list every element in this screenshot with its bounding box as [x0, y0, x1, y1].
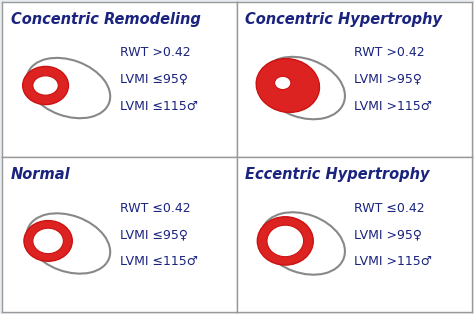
Text: LVMI ≤115♂: LVMI ≤115♂ — [119, 255, 198, 268]
Text: Concentric Remodeling: Concentric Remodeling — [10, 12, 201, 27]
Text: RWT >0.42: RWT >0.42 — [119, 46, 190, 59]
Text: LVMI ≤95♀: LVMI ≤95♀ — [119, 73, 188, 86]
Text: Concentric Hypertrophy: Concentric Hypertrophy — [245, 12, 442, 27]
Text: Normal: Normal — [10, 167, 70, 182]
Text: LVMI >115♂: LVMI >115♂ — [354, 255, 432, 268]
Text: RWT ≤0.42: RWT ≤0.42 — [354, 202, 425, 214]
Text: Eccentric Hypertrophy: Eccentric Hypertrophy — [245, 167, 430, 182]
Text: LVMI >95♀: LVMI >95♀ — [354, 73, 422, 86]
Text: LVMI ≤115♂: LVMI ≤115♂ — [119, 100, 198, 112]
Text: LVMI >115♂: LVMI >115♂ — [354, 100, 432, 112]
Text: LVMI ≤95♀: LVMI ≤95♀ — [119, 228, 188, 241]
Text: LVMI >95♀: LVMI >95♀ — [354, 228, 422, 241]
Text: RWT >0.42: RWT >0.42 — [354, 46, 425, 59]
Text: RWT ≤0.42: RWT ≤0.42 — [119, 202, 190, 214]
